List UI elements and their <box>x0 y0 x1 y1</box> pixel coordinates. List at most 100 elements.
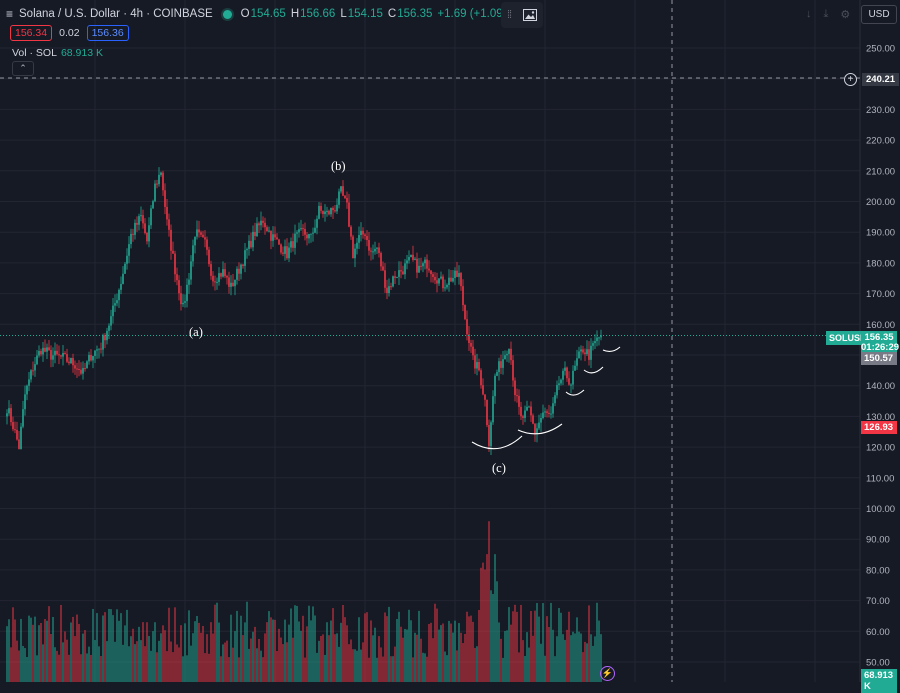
volume-legend[interactable]: Vol · SOL 68.913 K <box>12 47 103 59</box>
candle-body <box>344 195 346 198</box>
scroll-end-icon[interactable]: ⤓ <box>823 8 829 20</box>
volume-bar <box>170 641 172 682</box>
volume-bar <box>152 631 154 682</box>
volume-bar <box>120 613 122 682</box>
candle-body <box>146 233 148 242</box>
candle-body <box>316 218 318 228</box>
lightning-icon[interactable]: ⚡ <box>600 666 615 681</box>
volume-bar <box>514 604 516 682</box>
volume-bar <box>88 646 90 682</box>
image-icon[interactable] <box>523 9 538 21</box>
volume-bar <box>64 631 66 682</box>
volume-bar <box>86 653 88 682</box>
volume-bar <box>150 650 152 682</box>
market-status-icon[interactable] <box>222 9 232 19</box>
candle-body <box>478 362 480 371</box>
volume-bar <box>166 651 168 682</box>
volume-bar <box>340 622 342 682</box>
candle-body <box>504 355 506 360</box>
candle-body <box>366 236 368 241</box>
volume-bar <box>572 631 574 682</box>
volume-bar <box>276 651 278 682</box>
volume-bar <box>542 603 544 682</box>
candle-body <box>8 408 10 414</box>
drawn-arc <box>583 366 604 374</box>
volume-bar <box>320 635 322 682</box>
collapse-legend-button[interactable]: ⌃ <box>12 61 34 76</box>
candle-body <box>122 273 124 284</box>
volume-bar <box>198 622 200 682</box>
volume-bar <box>574 633 576 682</box>
volume-bar <box>20 618 22 682</box>
volume-bar <box>506 630 508 682</box>
candle-body <box>16 429 18 440</box>
candle-body <box>128 244 130 256</box>
candle-body <box>80 369 82 374</box>
candle-body <box>30 370 32 380</box>
volume-bar <box>154 622 156 682</box>
sell-button[interactable]: 156.34 <box>10 25 53 41</box>
crosshair-price-label[interactable]: + 240.21 <box>844 73 900 86</box>
volume-bar <box>262 657 264 682</box>
candle-body <box>220 273 222 277</box>
currency-select[interactable]: USD <box>861 5 897 24</box>
candle-body <box>124 263 126 274</box>
volume-bar <box>586 643 588 682</box>
candle-body <box>244 250 246 266</box>
candle-body <box>420 265 422 267</box>
volume-bar <box>24 648 26 682</box>
volume-bar <box>264 633 266 682</box>
symbol-title[interactable]: Solana / U.S. Dollar · 4h · COINBASE <box>19 8 213 20</box>
candle-body <box>530 406 532 416</box>
volume-bar <box>368 657 370 682</box>
candle-body <box>436 280 438 284</box>
candle-body <box>272 234 274 241</box>
candle-body <box>536 428 538 434</box>
volume-bar <box>448 620 450 682</box>
buy-button[interactable]: 156.36 <box>86 25 129 41</box>
candle-body <box>584 352 586 355</box>
drawn-arc <box>517 423 563 435</box>
candle-body <box>446 284 448 288</box>
volume-bar <box>592 645 594 682</box>
candle-body <box>508 348 510 354</box>
volume-bar <box>92 608 94 682</box>
candle-body <box>592 343 594 346</box>
candle-body <box>240 264 242 274</box>
volume-bar <box>130 636 132 682</box>
volume-bar <box>168 607 170 682</box>
volume-bar <box>158 640 160 682</box>
volume-bar <box>426 656 428 682</box>
candle-body <box>492 396 494 423</box>
candle-body <box>180 293 182 305</box>
candle-body <box>538 422 540 429</box>
volume-bar <box>30 617 32 682</box>
volume-bar <box>196 616 198 682</box>
drag-handle-icon[interactable]: ⁞⁞ <box>506 9 512 21</box>
candle-body <box>184 301 186 303</box>
scroll-down-icon[interactable]: ↓ <box>806 8 812 20</box>
low-label: L <box>340 8 347 20</box>
candle-body <box>134 222 136 235</box>
candle-body <box>6 413 8 417</box>
candle-body <box>348 202 350 227</box>
hamburger-menu-icon[interactable]: ≡ <box>6 7 14 21</box>
candle-body <box>82 368 84 374</box>
volume-bar <box>522 640 524 682</box>
candle-body <box>502 359 504 368</box>
candle-body <box>334 210 336 212</box>
volume-bar <box>324 654 326 682</box>
volume-bar <box>224 642 226 682</box>
candle-body <box>528 406 530 408</box>
volume-bar <box>400 626 402 682</box>
settings-icon[interactable]: ⚙ <box>840 9 851 21</box>
volume-bar <box>48 606 50 682</box>
candle-body <box>18 439 20 450</box>
add-alert-icon[interactable]: + <box>844 73 857 86</box>
candle-body <box>188 279 190 285</box>
candle-body <box>14 429 16 431</box>
volume-bar <box>184 623 186 682</box>
candle-body <box>256 223 258 237</box>
candle-body <box>270 230 272 241</box>
